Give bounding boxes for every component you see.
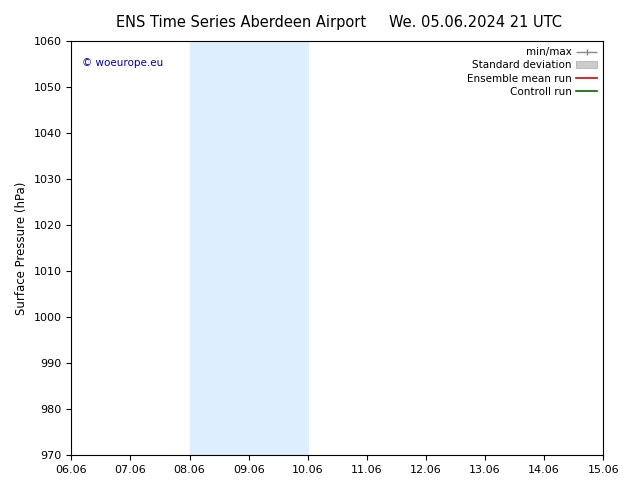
Text: ENS Time Series Aberdeen Airport: ENS Time Series Aberdeen Airport: [116, 15, 366, 30]
Legend: min/max, Standard deviation, Ensemble mean run, Controll run: min/max, Standard deviation, Ensemble me…: [463, 43, 601, 101]
Y-axis label: Surface Pressure (hPa): Surface Pressure (hPa): [15, 181, 28, 315]
Text: © woeurope.eu: © woeurope.eu: [82, 58, 164, 68]
Bar: [190, 41, 307, 455]
Text: We. 05.06.2024 21 UTC: We. 05.06.2024 21 UTC: [389, 15, 562, 30]
Bar: [603, 41, 634, 455]
